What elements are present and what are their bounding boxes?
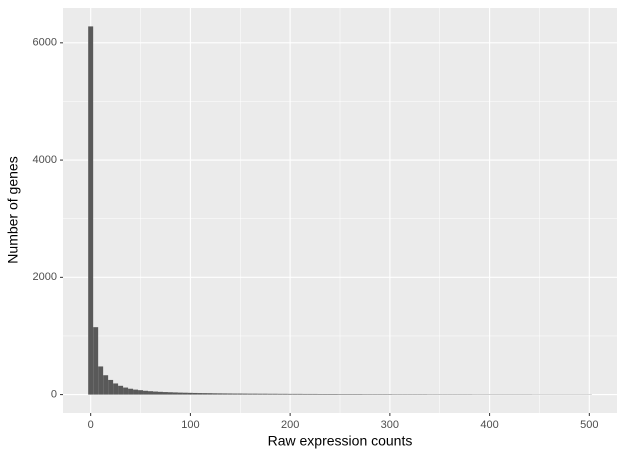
bar: [177, 392, 183, 395]
x-tick-label: 200: [281, 419, 299, 431]
bar: [148, 391, 154, 395]
bar: [317, 394, 323, 395]
bar: [267, 393, 273, 395]
bar: [192, 392, 198, 395]
y-tick-label: 6000: [33, 37, 57, 49]
y-tick-label: 4000: [33, 154, 57, 166]
bar: [182, 392, 188, 395]
bar: [212, 393, 218, 395]
bar: [257, 393, 263, 395]
bar: [138, 390, 144, 395]
bar: [172, 392, 178, 395]
bar: [332, 394, 338, 395]
bar: [252, 393, 258, 395]
x-tick-label: 100: [181, 419, 199, 431]
bar: [113, 383, 119, 395]
bar: [272, 393, 278, 395]
bar: [247, 393, 253, 395]
bar: [307, 393, 313, 395]
x-axis-title: Raw expression counts: [268, 433, 413, 449]
bar: [282, 393, 288, 395]
y-axis-title: Number of genes: [5, 156, 21, 263]
y-tick-label: 2000: [33, 271, 57, 283]
bar: [133, 389, 139, 395]
bar: [227, 393, 233, 395]
bar: [157, 391, 163, 395]
bar: [302, 393, 308, 395]
bar: [287, 393, 293, 395]
bar: [222, 393, 228, 395]
bar: [153, 391, 158, 395]
bar: [207, 393, 213, 395]
bar: [202, 393, 208, 395]
bar: [93, 327, 99, 395]
bar: [327, 394, 333, 395]
bar: [123, 387, 129, 395]
bar: [167, 392, 173, 395]
bar: [347, 394, 353, 395]
bar: [128, 388, 134, 395]
x-tick-label: 300: [381, 419, 399, 431]
bar: [342, 394, 348, 395]
y-tick-label: 0: [51, 388, 57, 400]
bar: [337, 394, 343, 395]
bar: [162, 392, 168, 395]
x-tick-label: 0: [88, 419, 94, 431]
bar: [357, 394, 363, 395]
bar: [322, 394, 328, 395]
bar: [237, 393, 243, 395]
bar: [292, 393, 298, 395]
bar: [312, 393, 318, 395]
bar: [197, 393, 203, 395]
bar: [187, 392, 193, 395]
bar: [98, 366, 104, 395]
bar: [217, 393, 223, 395]
bar: [103, 375, 109, 395]
bar: [108, 379, 114, 395]
bar: [232, 393, 238, 395]
bar: [143, 390, 149, 395]
bar: [118, 385, 124, 395]
bar: [277, 393, 283, 395]
x-tick-label: 400: [480, 419, 498, 431]
bar: [262, 393, 268, 395]
bar: [242, 393, 248, 395]
bar: [352, 394, 358, 395]
bar: [88, 26, 94, 395]
bar: [297, 393, 303, 395]
x-tick-label: 500: [580, 419, 598, 431]
